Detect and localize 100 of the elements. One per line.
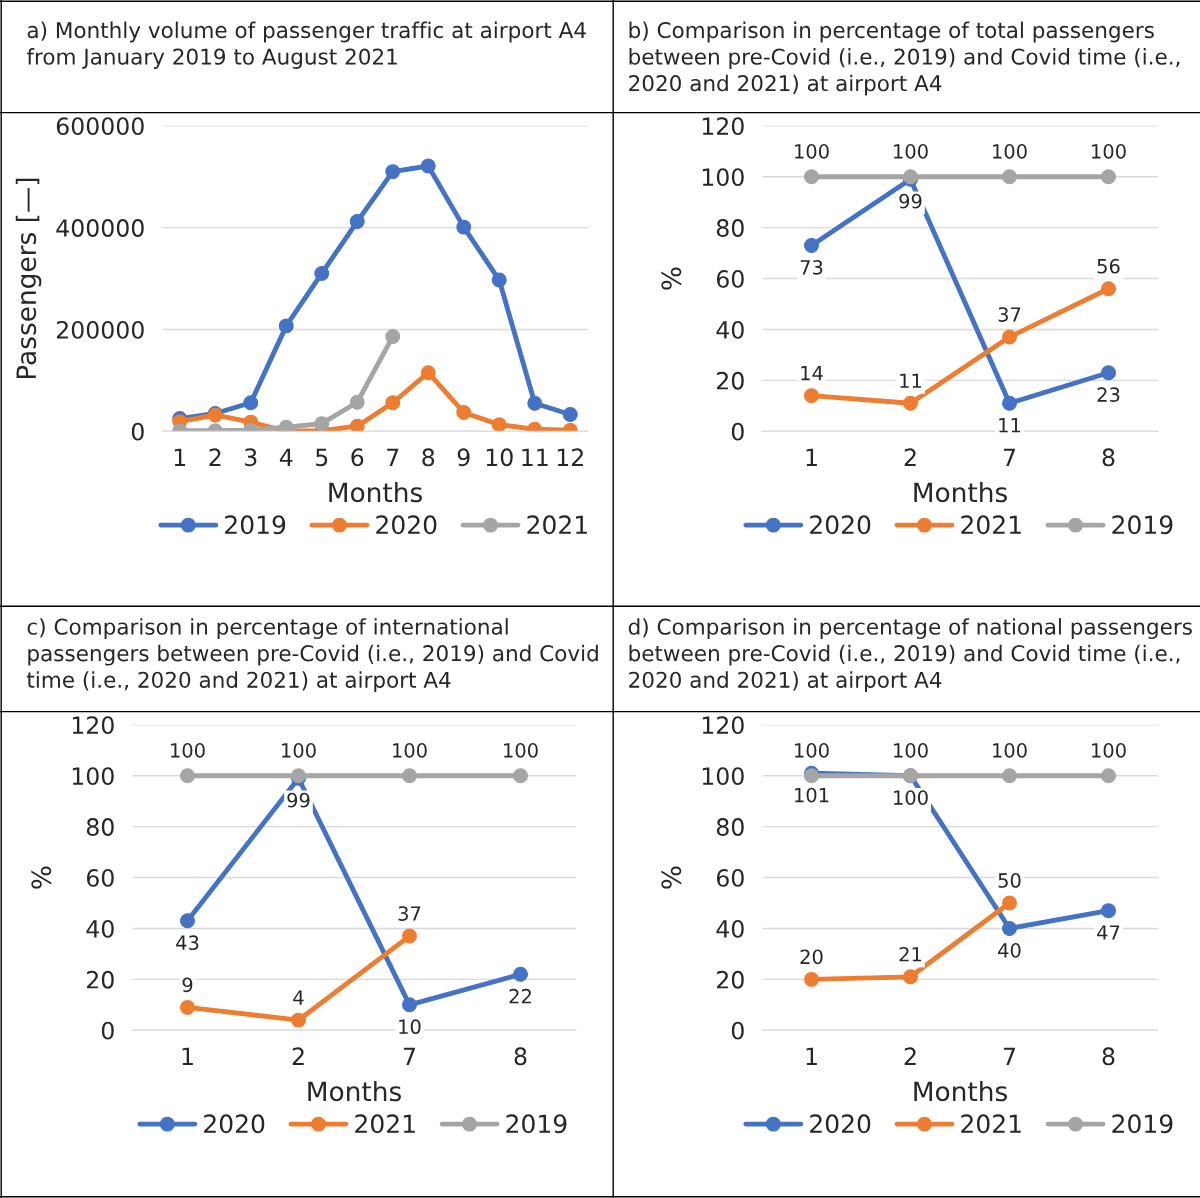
data-label: 100 <box>993 743 1027 758</box>
x-tick-label: 8 <box>1102 448 1115 467</box>
x-axis-title: Months <box>329 481 422 503</box>
point <box>349 394 365 410</box>
point <box>349 214 365 229</box>
point <box>278 419 294 432</box>
legend-label: 2019 <box>225 515 286 535</box>
y-tick-label: 60 <box>716 868 744 887</box>
point <box>243 395 259 411</box>
point <box>385 329 401 345</box>
y-tick-label: 600000 <box>56 117 144 136</box>
point <box>1002 895 1017 911</box>
point <box>180 768 195 784</box>
y-tick-label: 20 <box>717 371 744 390</box>
data-label: 101 <box>795 787 829 803</box>
y-tick-label: 100 <box>702 767 744 786</box>
x-tick-label: 8 <box>422 448 435 467</box>
data-label: 20 <box>800 949 823 965</box>
y-tick-label: 80 <box>716 818 744 836</box>
point <box>513 768 528 784</box>
data-label: 10 <box>399 1019 421 1035</box>
x-tick-label: 11 <box>522 448 548 466</box>
point <box>385 395 401 411</box>
x-tick-label: 5 <box>316 448 328 467</box>
y-tick-label: 40 <box>86 919 114 938</box>
data-label: 43 <box>176 935 199 951</box>
point <box>804 169 819 185</box>
x-tick-label: 2 <box>209 448 221 466</box>
data-label: 100 <box>993 144 1027 159</box>
data-label: 14 <box>801 366 823 381</box>
point <box>527 395 543 411</box>
point <box>402 997 417 1013</box>
x-axis-title: Months <box>914 481 1007 503</box>
x-tick-label: 4 <box>279 448 293 466</box>
y-tick-label: 100 <box>702 168 744 187</box>
x-tick-label: 1 <box>182 1047 193 1065</box>
y-tick-label: 20 <box>87 970 114 989</box>
y-tick-label: 40 <box>716 919 744 938</box>
x-tick-label: 3 <box>245 448 257 467</box>
y-tick-label: 60 <box>716 269 744 288</box>
data-label: 23 <box>1097 387 1120 402</box>
legend-label: 2021 <box>961 1114 1021 1134</box>
x-tick-label: 7 <box>403 1047 415 1065</box>
data-label: 9 <box>182 977 193 993</box>
x-axis-title: Months <box>308 1080 401 1102</box>
data-label: 99 <box>899 193 922 209</box>
chart-title: b) Comparison in percentage of total passengers between pre-Covid (i.e., 2019) and Covid time (i.e., 2020 and 2021) at airport A4 <box>629 21 1180 96</box>
y-axis-title: % <box>661 866 682 889</box>
x-axis-title: Months <box>914 1080 1007 1102</box>
y-tick-label: 40 <box>716 320 744 339</box>
data-label: 40 <box>998 943 1021 958</box>
legend-label: 2021 <box>961 515 1021 535</box>
x-tick-label: 7 <box>1003 448 1015 466</box>
legend-label: 2020 <box>376 515 437 535</box>
data-label: 37 <box>998 307 1021 322</box>
point <box>903 395 918 411</box>
point <box>804 388 819 404</box>
data-label: 100 <box>795 144 829 159</box>
point <box>314 265 330 281</box>
data-label: 56 <box>1097 258 1120 274</box>
legend-label: 2019 <box>506 1114 567 1134</box>
point <box>491 272 507 288</box>
legend-label: 2020 <box>204 1114 265 1134</box>
chart-title: d) Comparison in percentage of national passengers between pre-Covid (i.e., 2019) and Covid time (i.e., 2020 and 2021) at airport A4 <box>628 618 1192 693</box>
point <box>1101 903 1116 919</box>
point <box>1002 329 1017 345</box>
data-label: 11 <box>900 373 922 388</box>
point <box>278 318 294 334</box>
x-tick-label: 2 <box>292 1047 304 1065</box>
data-label: 100 <box>393 743 427 758</box>
data-label: 100 <box>282 743 316 758</box>
point <box>385 164 401 180</box>
point <box>456 219 472 235</box>
data-label: 47 <box>1097 925 1120 940</box>
point <box>513 966 528 982</box>
point <box>420 158 436 174</box>
x-tick-label: 1 <box>806 448 817 466</box>
point <box>1101 169 1116 185</box>
y-tick-label: 0 <box>731 422 744 441</box>
y-tick-label: 20 <box>717 970 744 989</box>
x-tick-label: 6 <box>351 448 364 467</box>
point <box>903 969 918 985</box>
x-tick-label: 2 <box>904 1047 916 1065</box>
data-label: 11 <box>999 418 1021 433</box>
point <box>1002 395 1017 411</box>
point <box>562 407 578 422</box>
chart-title: c) Comparison in percentage of international passengers between pre-Covid (i.e., 2019) and Covid time (i.e., 2020 and 2021) at airport A4 <box>26 618 598 693</box>
point <box>349 418 365 432</box>
x-tick-label: 7 <box>1003 1047 1015 1065</box>
y-tick-label: 80 <box>716 219 744 237</box>
x-tick-label: 9 <box>457 448 470 467</box>
y-tick-label: 200000 <box>56 320 144 339</box>
x-tick-label: 8 <box>514 1047 527 1066</box>
point <box>1101 281 1116 297</box>
legend-label: 2020 <box>810 515 871 535</box>
point <box>1002 169 1017 185</box>
point <box>180 999 195 1015</box>
y-axis-title: % <box>661 267 682 290</box>
data-label: 100 <box>795 743 829 758</box>
data-label: 100 <box>1092 743 1126 758</box>
